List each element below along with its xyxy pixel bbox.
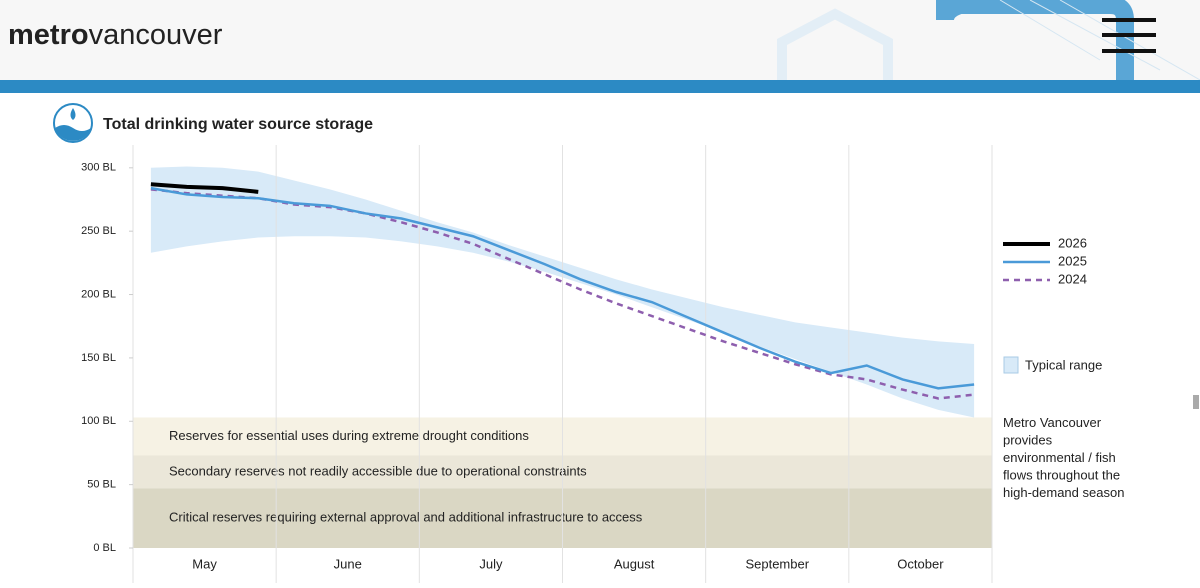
y-tick-label: 250 BL [81,225,116,237]
logo-bold: metro [8,19,89,51]
legend-label: 2024 [1058,271,1087,286]
scroll-handle[interactable] [1193,395,1199,409]
legend-swatch [1003,356,1019,374]
x-tick-label: August [614,556,655,571]
chart-title: Total drinking water source storage [103,116,373,133]
menu-button[interactable] [1098,12,1160,58]
zone-label: Critical reserves requiring external app… [169,510,643,525]
side-note-line: environmental / fish [1003,450,1116,465]
series-line [150,186,975,390]
y-tick-label: 300 BL [81,162,116,174]
side-note-line: provides [1003,433,1053,448]
logo-light: vancouver [89,19,223,51]
x-tick-label: May [192,556,217,571]
typical-range [150,166,975,418]
x-tick-label: September [745,556,809,571]
side-note-line: flows throughout the [1003,468,1120,483]
series-line [150,188,975,400]
y-tick-label: 100 BL [81,415,116,427]
decor-lines [999,0,1200,81]
zone-label: Reserves for essential uses during extre… [169,428,529,443]
header-bar [0,80,1200,93]
y-tick-label: 50 BL [87,479,116,491]
y-tick-label: 150 BL [81,352,116,364]
title-icon-water [55,125,91,141]
zone-label: Secondary reserves not readily accessibl… [169,463,587,478]
decor-pipe [936,0,1134,80]
side-note-line: high-demand season [1003,485,1124,500]
legend-label: 2025 [1058,253,1087,268]
y-tick-label: 200 BL [81,288,116,300]
legend-label: Typical range [1025,357,1102,372]
y-tick-label: 0 BL [93,542,116,554]
legend-label: 2026 [1058,235,1087,250]
decor-house [777,8,893,80]
side-note: Metro Vancouver provides environmental / f… [1003,415,1124,500]
series-line [150,182,259,194]
x-tick-label: June [334,556,362,571]
menu-icon[interactable] [1102,18,1156,53]
title-icon-drop [70,108,76,120]
side-note-line: Metro Vancouver [1003,415,1102,430]
logo: metrovancouver [8,19,223,51]
x-tick-label: July [479,556,503,571]
x-tick-label: October [897,556,944,571]
